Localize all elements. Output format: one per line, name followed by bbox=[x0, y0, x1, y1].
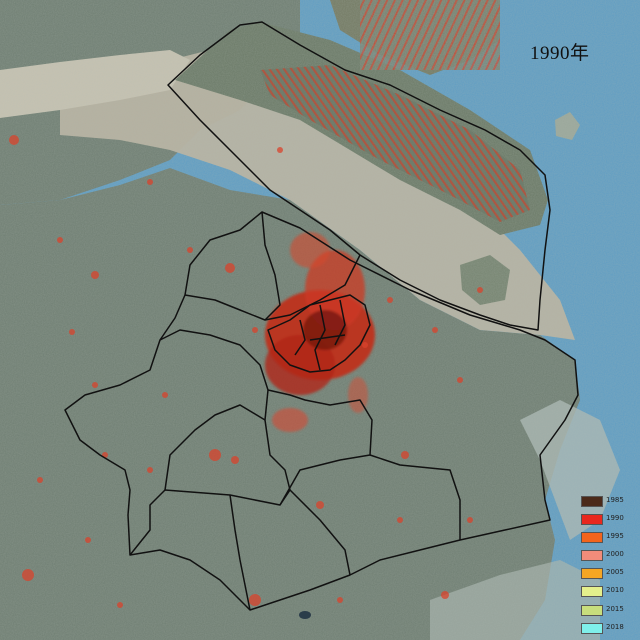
district-line-jiading bbox=[184, 211, 281, 321]
legend-swatch bbox=[581, 586, 603, 598]
legend-label: 1990 bbox=[606, 514, 624, 523]
small-island bbox=[299, 611, 311, 619]
legend: 1985 1990 1995 2000 2005 2010 2015 2018 bbox=[578, 493, 632, 638]
chongming-boundary bbox=[167, 21, 551, 331]
legend-item: 1990 bbox=[578, 511, 632, 528]
district-line-fengxian bbox=[289, 489, 351, 576]
legend-item: 2000 bbox=[578, 547, 632, 564]
legend-swatch bbox=[581, 514, 603, 526]
legend-label: 1985 bbox=[606, 496, 624, 504]
legend-label: 1995 bbox=[606, 532, 624, 541]
central-districts bbox=[267, 294, 371, 373]
district-line-baoshan bbox=[264, 254, 361, 321]
legend-label: 2000 bbox=[606, 550, 624, 559]
district-boundaries bbox=[64, 21, 579, 611]
legend-swatch bbox=[581, 532, 603, 544]
scattered-settlements bbox=[9, 135, 483, 608]
legend-swatch bbox=[581, 550, 603, 562]
legend-swatch bbox=[581, 496, 603, 507]
legend-swatch bbox=[581, 604, 603, 616]
legend-label: 2010 bbox=[606, 586, 624, 595]
district-line-jinshan bbox=[229, 494, 251, 611]
district-line-songjiang bbox=[164, 404, 266, 491]
legend-item: 1995 bbox=[578, 529, 632, 546]
legend-label: 2018 bbox=[606, 622, 624, 631]
district-line-minhang bbox=[267, 389, 373, 506]
legend-swatch bbox=[581, 568, 603, 580]
map-title: 1990年 bbox=[530, 43, 590, 64]
legend-label: 2015 bbox=[606, 604, 624, 613]
chongming-urban-pattern bbox=[260, 65, 530, 222]
legend-item: 1985 bbox=[578, 493, 632, 510]
legend-swatch bbox=[581, 622, 603, 634]
district-line-qingpu bbox=[129, 329, 291, 556]
legend-item: 2018 bbox=[578, 620, 632, 637]
legend-item: 2010 bbox=[578, 583, 632, 600]
legend-item: 2005 bbox=[578, 565, 632, 582]
district-line-pudong bbox=[369, 454, 461, 540]
legend-item: 2015 bbox=[578, 602, 632, 619]
legend-label: 2005 bbox=[606, 568, 624, 577]
mainland-boundary bbox=[64, 211, 579, 611]
